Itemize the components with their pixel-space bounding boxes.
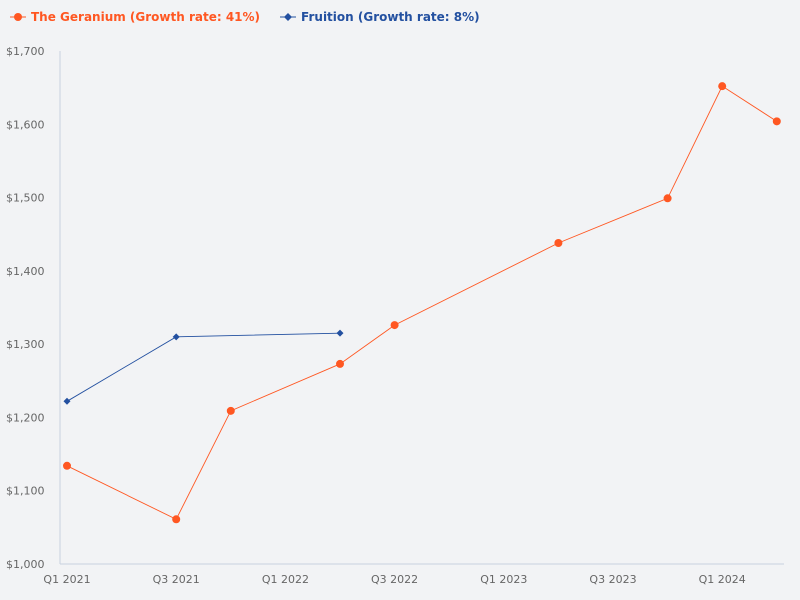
series-line-0 [66, 85, 778, 520]
x-tick-label: Q1 2022 [262, 573, 309, 586]
legend-label: Fruition (Growth rate: 8%) [301, 10, 480, 24]
diamond-marker-icon [280, 13, 297, 21]
data-point [172, 333, 180, 341]
data-point [336, 329, 344, 337]
data-point [63, 397, 71, 405]
y-tick-label: $1,100 [6, 485, 45, 498]
legend-item-geranium[interactable]: The Geranium (Growth rate: 41%) [10, 10, 260, 24]
x-tick-label: Q3 2022 [371, 573, 418, 586]
y-tick-label: $1,200 [6, 411, 45, 424]
series-line-1 [66, 332, 341, 402]
legend: The Geranium (Growth rate: 41%) Fruition… [10, 10, 480, 24]
data-point [390, 321, 399, 330]
y-tick-label: $1,000 [6, 558, 45, 571]
data-point [336, 359, 344, 368]
data-point [172, 515, 181, 524]
y-tick-label: $1,400 [6, 265, 45, 278]
y-tick-label: $1,300 [6, 338, 45, 351]
data-point [63, 461, 71, 470]
legend-label: The Geranium (Growth rate: 41%) [31, 10, 261, 24]
data-point [663, 194, 672, 203]
data-point [554, 239, 563, 248]
x-tick-label: Q1 2023 [480, 573, 527, 586]
x-tick-label: Q1 2021 [43, 573, 90, 586]
data-point [718, 82, 727, 91]
x-tick-label: Q1 2024 [699, 573, 746, 586]
x-tick-label: Q3 2021 [153, 573, 200, 586]
x-tick-label: Q3 2023 [589, 573, 636, 586]
y-tick-label: $1,700 [6, 45, 45, 58]
y-tick-label: $1,500 [6, 192, 45, 205]
circle-marker-icon [10, 13, 26, 21]
legend-item-fruition[interactable]: Fruition (Growth rate: 8%) [280, 10, 480, 24]
data-point [772, 117, 781, 126]
y-tick-label: $1,600 [6, 118, 45, 131]
data-point [226, 406, 235, 415]
